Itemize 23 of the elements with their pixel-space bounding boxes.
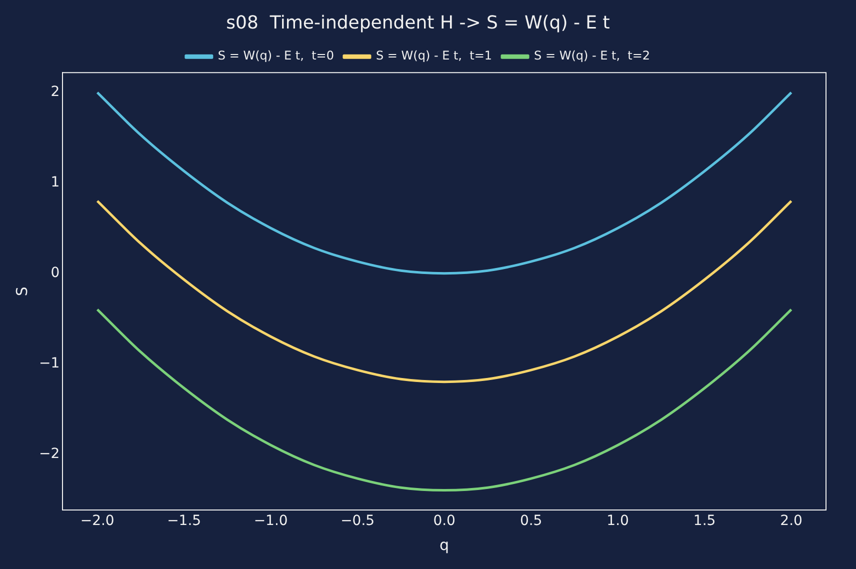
x-tick-label: 2.0: [780, 513, 802, 530]
x-tick-label: −2.0: [80, 513, 114, 530]
x-tick-label: 0.0: [433, 513, 456, 530]
chart-title: s08 Time-independent H -> S = W(q) - E t: [226, 12, 610, 34]
legend-label: S = W(q) - E t, t=0: [218, 48, 334, 63]
x-tick-label: 0.5: [520, 513, 542, 530]
x-tick-label: −1.5: [167, 513, 202, 530]
y-tick-label: −1: [38, 355, 60, 372]
x-tick-label: −1.0: [254, 513, 288, 530]
legend-label: S = W(q) - E t, t=2: [534, 48, 650, 63]
x-tick-label: −0.5: [340, 513, 375, 530]
legend-label: S = W(q) - E t, t=1: [376, 48, 492, 63]
x-axis-title: q: [440, 536, 450, 554]
y-tick-label: 0: [50, 264, 60, 281]
x-tick-label: 1.0: [606, 513, 629, 530]
y-tick-label: 2: [50, 84, 60, 100]
line-series: [96, 91, 793, 275]
y-axis-title: S: [12, 286, 31, 296]
y-tick-label: 1: [50, 174, 60, 191]
x-tick-label: 1.5: [693, 513, 716, 530]
y-tick-label: −2: [38, 446, 60, 462]
line-series: [96, 308, 793, 492]
line-series: [96, 200, 793, 384]
